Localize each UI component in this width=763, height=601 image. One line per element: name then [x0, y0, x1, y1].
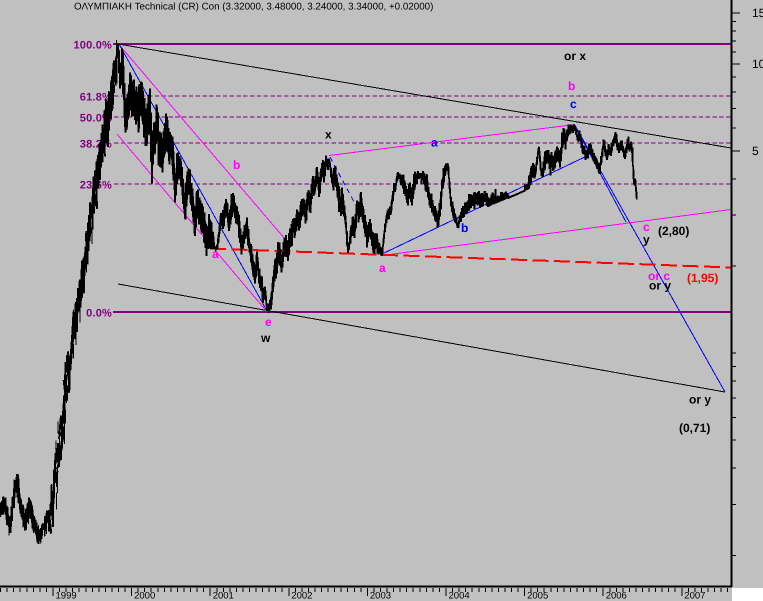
- svg-text:x: x: [325, 128, 332, 142]
- svg-text:2004: 2004: [449, 591, 470, 601]
- svg-text:or y: or y: [689, 393, 711, 407]
- svg-text:c: c: [570, 97, 577, 111]
- svg-text:e: e: [265, 315, 272, 329]
- svg-text:a: a: [379, 261, 386, 275]
- svg-text:61.8%: 61.8%: [80, 92, 112, 104]
- svg-text:b: b: [461, 221, 468, 235]
- svg-text:or y: or y: [649, 279, 671, 293]
- svg-text:(1,95): (1,95): [687, 271, 718, 285]
- svg-text:15: 15: [752, 6, 763, 20]
- svg-text:2005: 2005: [527, 591, 548, 601]
- svg-text:or x: or x: [564, 49, 586, 63]
- svg-text:2006: 2006: [606, 591, 627, 601]
- svg-text:100.0%: 100.0%: [73, 40, 112, 52]
- svg-text:10: 10: [752, 57, 763, 71]
- svg-text:2003: 2003: [370, 591, 391, 601]
- svg-text:a: a: [431, 136, 438, 150]
- svg-text:b: b: [568, 79, 575, 93]
- svg-text:a: a: [212, 247, 219, 261]
- svg-text:w: w: [260, 331, 271, 345]
- svg-text:2000: 2000: [134, 591, 155, 601]
- svg-text:1999: 1999: [56, 591, 77, 601]
- svg-text:ΟΛΥΜΠΙΑΚΗ Technical (CR) Con (: ΟΛΥΜΠΙΑΚΗ Technical (CR) Con (3.32000, 3…: [74, 2, 433, 13]
- svg-text:0.0%: 0.0%: [86, 308, 112, 320]
- svg-text:2002: 2002: [291, 591, 312, 601]
- svg-text:y: y: [643, 233, 650, 247]
- svg-text:b: b: [233, 158, 240, 172]
- svg-text:5: 5: [752, 144, 759, 158]
- svg-text:c: c: [643, 220, 650, 234]
- svg-text:(2,80): (2,80): [658, 224, 689, 238]
- svg-text:or c: or c: [648, 269, 670, 283]
- svg-text:(0,71): (0,71): [679, 421, 710, 435]
- svg-text:2007: 2007: [684, 591, 705, 601]
- svg-text:2001: 2001: [213, 591, 234, 601]
